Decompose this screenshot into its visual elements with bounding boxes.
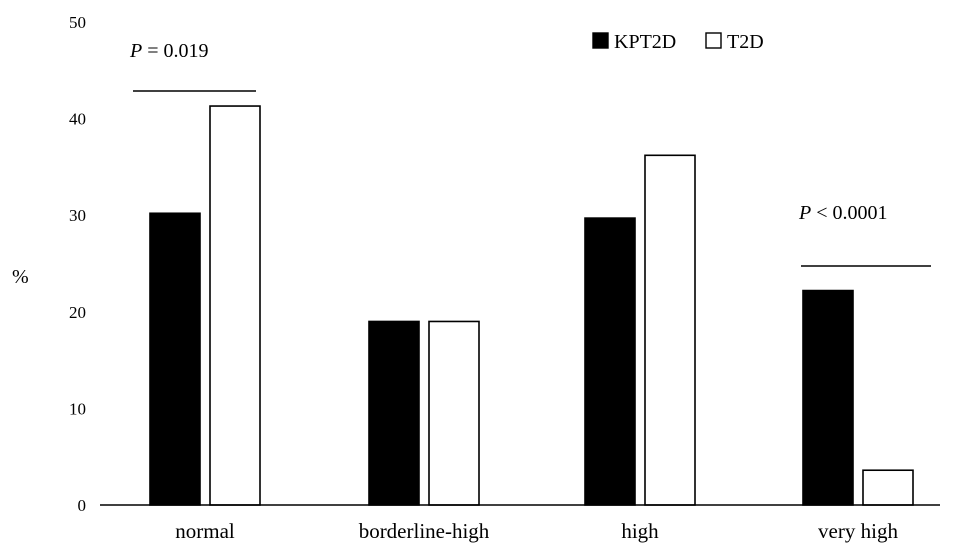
x-category-label: very high bbox=[818, 519, 898, 543]
bars-layer bbox=[149, 105, 914, 506]
bar-kpt2d-very-high bbox=[802, 289, 854, 506]
y-tick-label: 50 bbox=[69, 13, 86, 32]
p-value-annotation: P < 0.0001 bbox=[798, 202, 888, 224]
legend-swatch-kpt2d bbox=[592, 32, 609, 49]
bar-kpt2d-high bbox=[584, 217, 636, 506]
bar-t2d-very-high bbox=[862, 469, 914, 506]
y-axis-label: % bbox=[12, 266, 29, 288]
bar-kpt2d-normal bbox=[149, 212, 201, 506]
y-tick-label: 10 bbox=[69, 399, 86, 418]
y-tick-label: 20 bbox=[69, 303, 86, 322]
x-category-label: borderline-high bbox=[359, 519, 490, 543]
y-tick-label: 0 bbox=[78, 496, 87, 515]
x-category-label: high bbox=[621, 519, 659, 543]
x-category-label: normal bbox=[175, 519, 235, 543]
p-value-annotation: P = 0.019 bbox=[129, 40, 209, 62]
legend-swatch-t2d bbox=[705, 32, 722, 49]
legend-label-kpt2d: KPT2D bbox=[614, 31, 676, 53]
legend: KPT2D T2D bbox=[592, 31, 764, 53]
bar-kpt2d-borderline-high bbox=[368, 320, 420, 506]
bar-t2d-normal bbox=[209, 105, 261, 506]
bar-t2d-borderline-high bbox=[428, 320, 480, 506]
p-symbol: P bbox=[798, 202, 811, 224]
p-value-text: < 0.0001 bbox=[811, 202, 887, 224]
p-value-text: = 0.019 bbox=[142, 40, 208, 62]
p-symbol: P bbox=[129, 40, 142, 62]
legend-label-t2d: T2D bbox=[727, 31, 764, 53]
y-tick-label: 40 bbox=[69, 110, 86, 129]
axes-layer: 0 10 20 30 40 50 normal borderline-high high very… bbox=[69, 13, 940, 543]
y-tick-label: 30 bbox=[69, 206, 86, 225]
bar-t2d-high bbox=[644, 154, 696, 506]
